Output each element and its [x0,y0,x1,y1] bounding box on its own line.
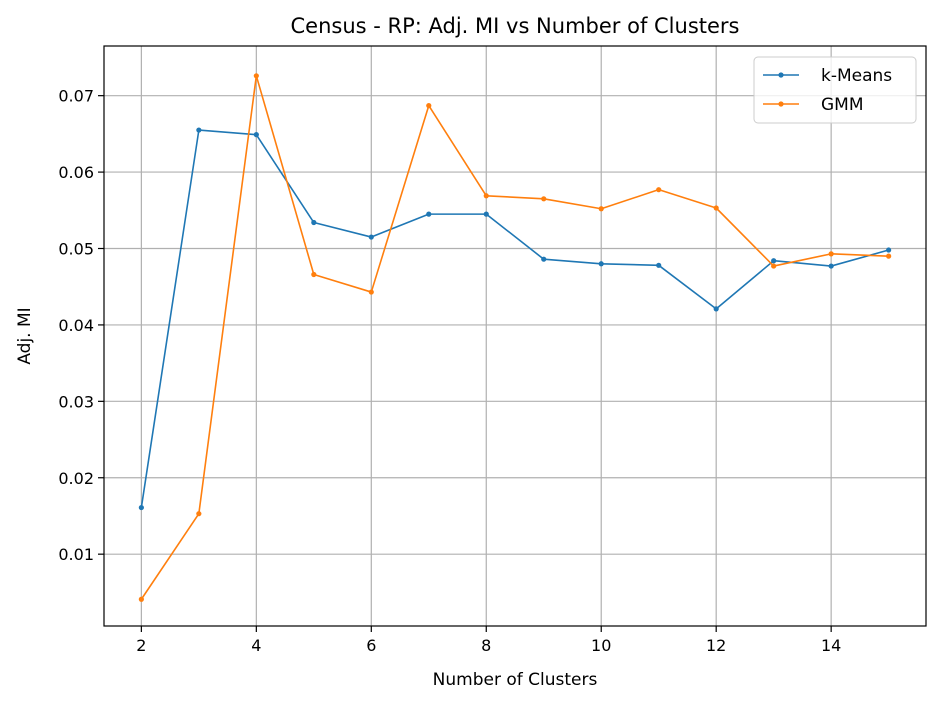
x-axis-label: Number of Clusters [433,670,598,690]
data-point [196,511,202,517]
chart-title: Census - RP: Adj. MI vs Number of Cluste… [291,14,740,38]
data-point [541,256,547,262]
y-tick-label: 0.02 [58,469,94,488]
data-point [426,211,432,217]
legend-item: GMM [763,95,864,115]
data-point [598,261,604,267]
data-point [196,127,202,133]
series-0 [138,127,892,511]
data-point [368,234,374,240]
data-point [253,132,259,138]
y-tick-label: 0.06 [58,163,94,182]
series-line [140,129,889,508]
y-axis-label: Adj. MI [15,307,35,364]
data-point [311,219,317,226]
data-point [713,306,719,312]
axis-ticks: 2 4 6 8 10 12 14 0.01 0.02 0.03 0.04 0.05 0.06 0.07 [58,87,841,655]
data-point [483,193,489,199]
x-tick-label: 6 [366,636,376,655]
series-layer [138,73,892,602]
data-point [541,196,547,202]
data-point [828,251,834,257]
series-1 [138,73,892,602]
data-point [886,253,892,259]
legend-marker [778,101,784,107]
y-tick-label: 0.01 [58,545,94,564]
data-point [828,263,834,269]
data-point [771,263,777,269]
grid-lines [104,46,926,626]
data-point [656,187,662,193]
y-tick-label: 0.07 [58,87,94,106]
data-point [483,211,489,217]
y-tick-label: 0.04 [58,316,94,335]
legend-label: k-Means [821,66,892,86]
data-point [253,73,259,79]
x-tick-label: 2 [136,636,146,655]
plot-frame [103,45,927,627]
x-tick-label: 4 [251,636,261,655]
legend-marker [778,72,784,78]
data-point [713,205,719,211]
data-point [138,596,144,602]
y-tick-label: 0.05 [58,240,94,259]
data-point [311,271,317,278]
data-point [656,262,662,268]
x-tick-label: 8 [481,636,491,655]
series-line [140,75,889,600]
y-tick-label: 0.03 [58,392,94,411]
x-tick-label: 14 [821,636,841,655]
legend: k-Means GMM [753,56,917,124]
legend-box [753,56,917,124]
data-point [426,103,432,109]
legend-label: GMM [821,95,864,115]
legend-item: k-Means [763,66,892,86]
x-tick-label: 12 [706,636,726,655]
data-point [138,504,144,511]
data-point [886,247,892,253]
data-point [368,289,374,295]
x-tick-label: 10 [591,636,611,655]
data-point [771,258,777,264]
data-point [598,206,604,212]
